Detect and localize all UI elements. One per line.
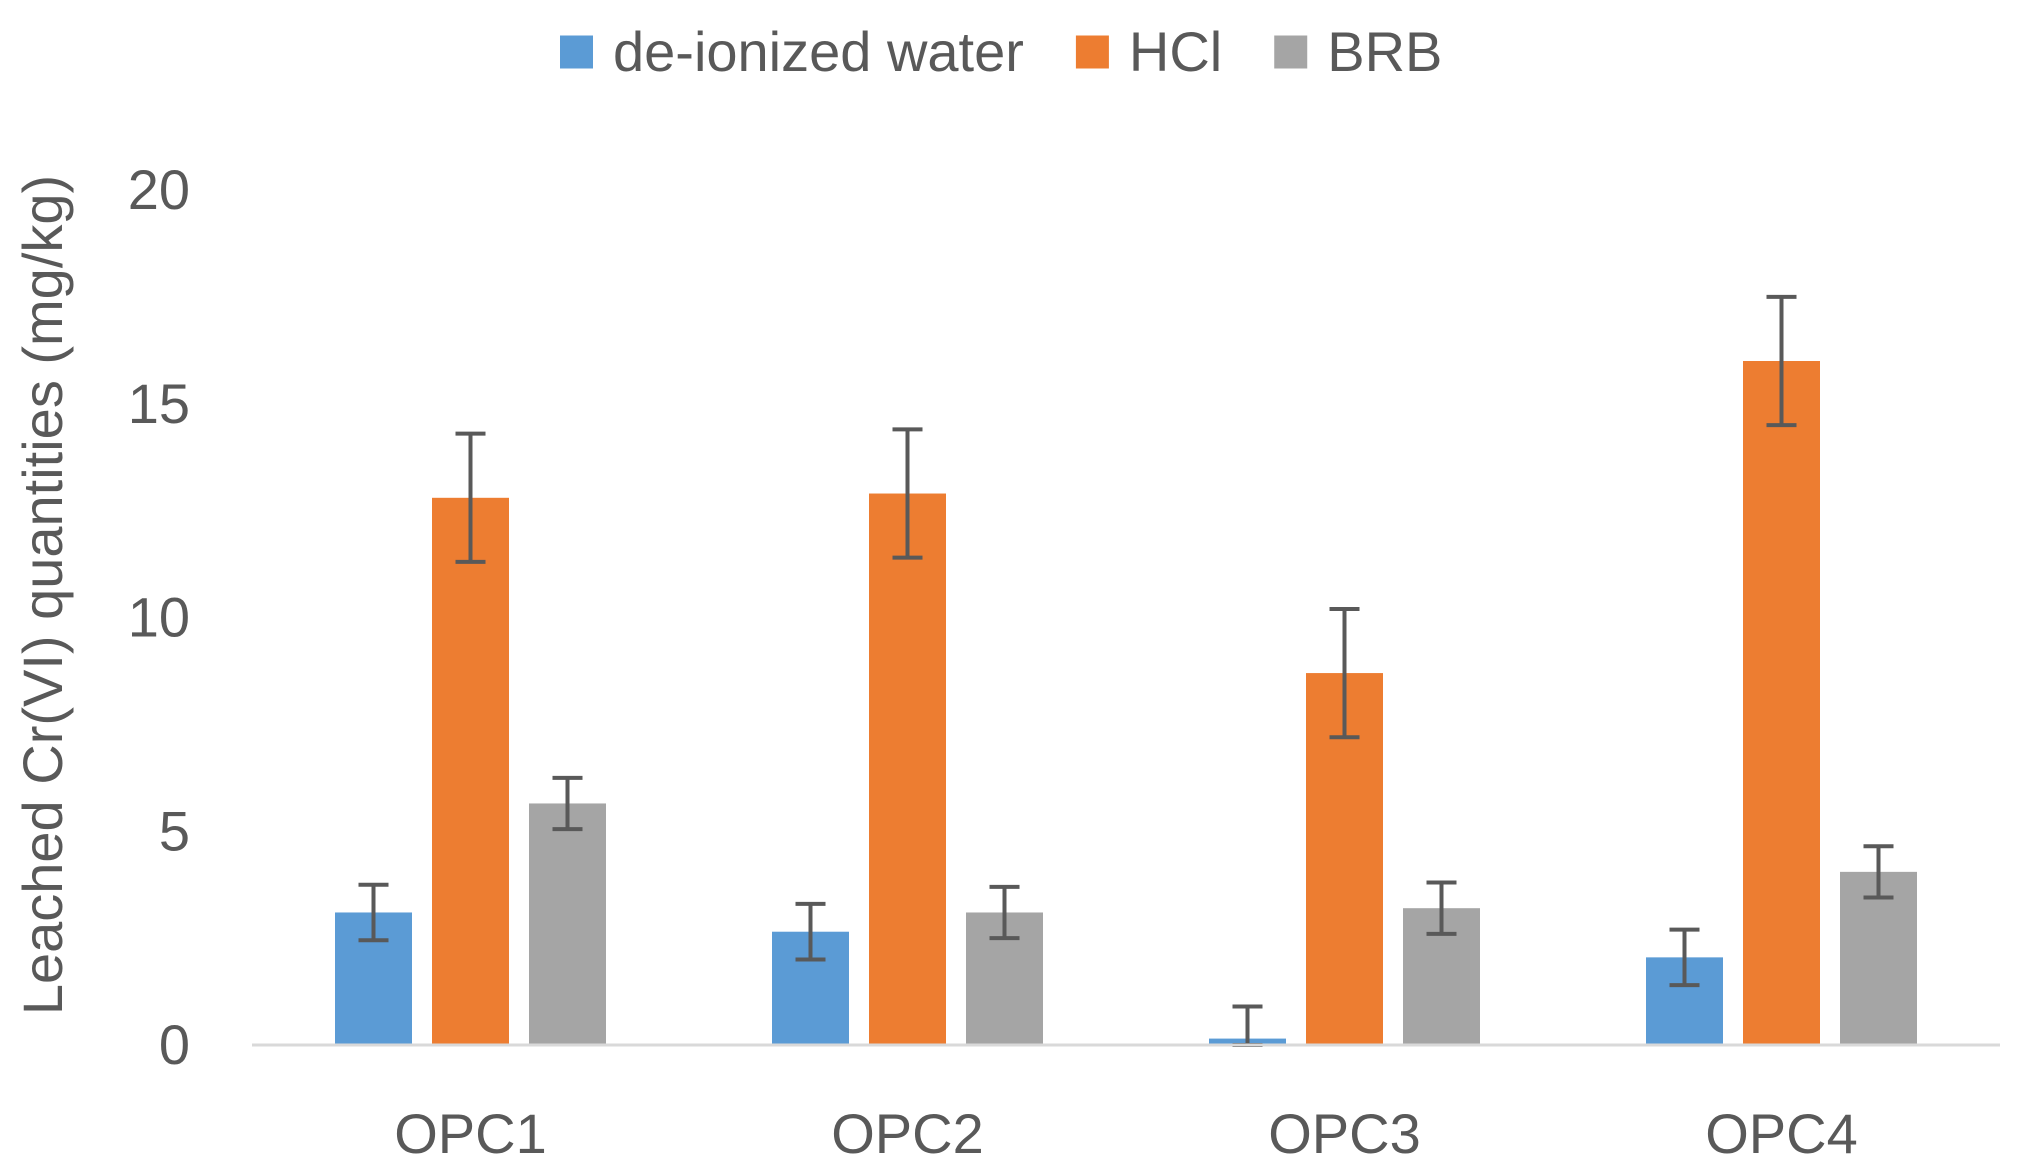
legend-label: de-ionized water [613,20,1024,83]
error-bar [455,431,486,564]
legend: de-ionized water HCl BRB [560,20,1442,83]
bar-hcl-opc2 [869,493,946,1045]
x-tick-label: OPC4 [1705,1102,1858,1165]
y-tick-label: 20 [128,158,190,221]
legend-label: BRB [1327,20,1442,83]
legend-swatch [560,35,593,69]
error-bar [1329,606,1360,740]
error-bar [989,884,1020,941]
legend-label: HCl [1129,20,1222,83]
legend-swatch [1274,35,1308,69]
x-tick-label: OPC1 [394,1102,547,1165]
error-bar [1426,880,1457,936]
x-axis: OPC1 OPC2 OPC3 OPC4 [252,1043,2000,1165]
y-tick-label: 10 [128,586,190,649]
plot-area [335,294,1917,1047]
legend-item-hcl: HCl [1075,20,1222,83]
error-bar [795,901,826,962]
error-bar [552,775,583,832]
error-bar [1766,294,1797,428]
y-axis-title: Leached Cr(VI) quantities (mg/kg) [11,175,74,1015]
y-tick-label: 0 [159,1013,190,1076]
bar-hcl-opc4 [1743,361,1820,1045]
legend-swatch [1075,35,1109,69]
y-tick-label: 5 [159,799,190,862]
y-tick-label: 15 [128,372,190,435]
error-bar [1669,927,1700,988]
y-axis: 0 5 10 15 20 [128,158,190,1076]
error-bar [358,882,389,943]
error-bar [892,427,923,560]
legend-item-de-ionized-water: de-ionized water [560,20,1024,83]
bar-hcl-opc1 [432,497,509,1045]
x-tick-label: OPC2 [831,1102,984,1165]
bar-brb-opc1 [529,803,606,1045]
x-tick-label: OPC3 [1268,1102,1421,1165]
legend-item-brb: BRB [1274,20,1442,83]
bar-brb-opc4 [1840,871,1917,1045]
error-bar [1863,844,1894,900]
